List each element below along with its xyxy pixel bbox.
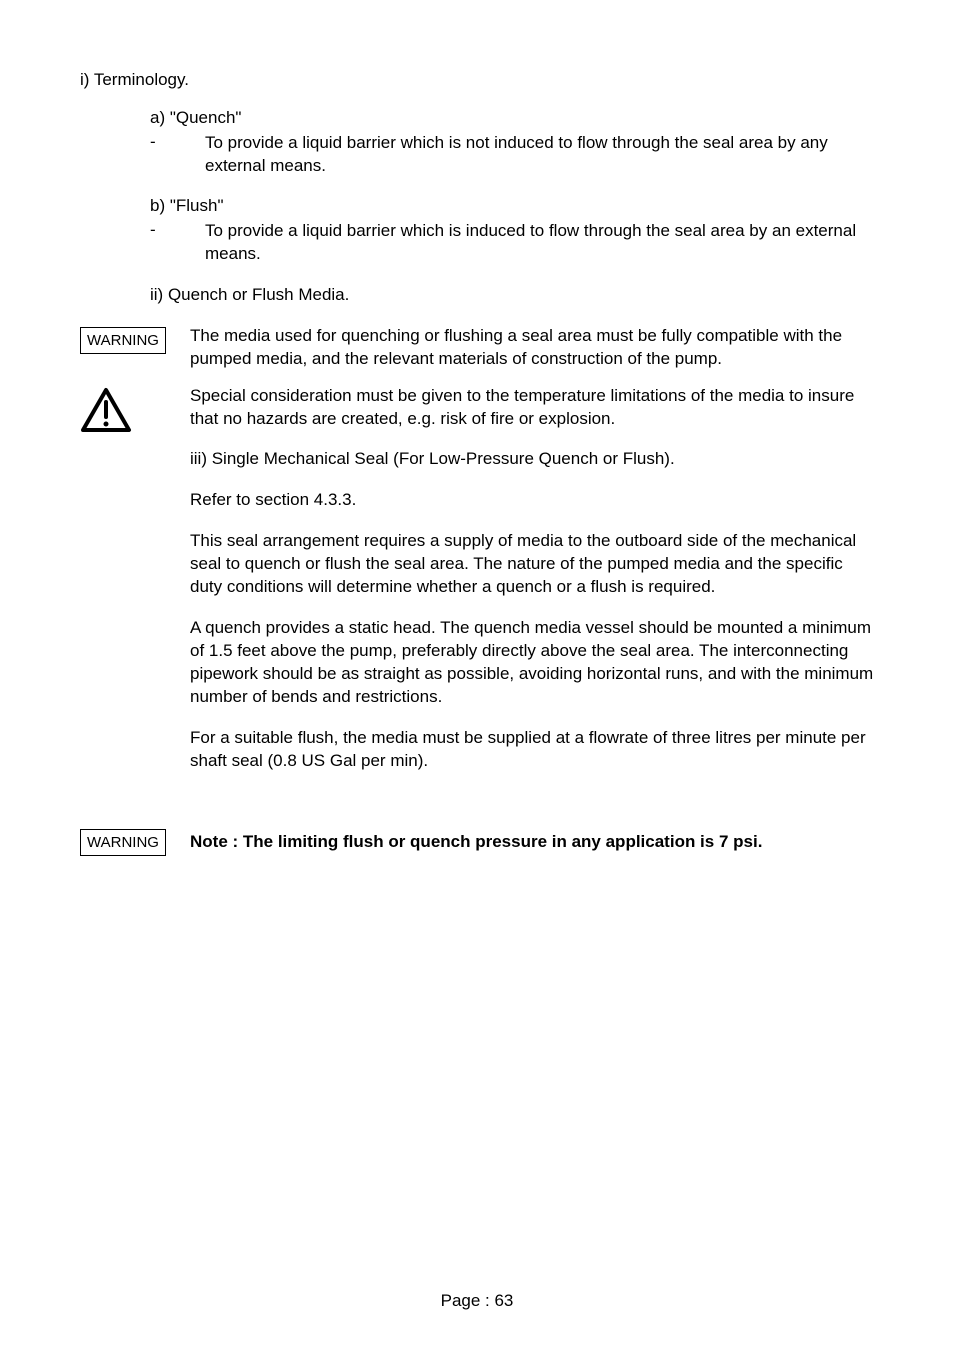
special-consideration-para: Special consideration must be given to t…	[190, 385, 874, 431]
suitable-flush-para: For a suitable flush, the media must be …	[190, 727, 874, 773]
warning-label-box: WARNING	[80, 829, 166, 856]
warning-label-box: WARNING	[80, 327, 166, 354]
quench-static-head-para: A quench provides a static head. The que…	[190, 617, 874, 709]
page-footer: Page : 63	[0, 1291, 954, 1311]
dash-marker: -	[150, 132, 205, 152]
terminology-heading: i) Terminology.	[80, 70, 874, 90]
quench-label: a) "Quench"	[150, 108, 874, 128]
single-mech-seal-heading: iii) Single Mechanical Seal (For Low-Pre…	[190, 448, 874, 471]
seal-arrangement-para: This seal arrangement requires a supply …	[190, 530, 874, 599]
flush-label: b) "Flush"	[150, 196, 874, 216]
flush-desc: To provide a liquid barrier which is ind…	[205, 220, 874, 266]
note-limiting: Note : The limiting flush or quench pres…	[190, 831, 874, 854]
warning-triangle-icon	[80, 387, 132, 433]
dash-marker: -	[150, 220, 205, 240]
media-compat-para: The media used for quenching or flushing…	[190, 325, 874, 371]
quench-flush-media-heading: ii) Quench or Flush Media.	[150, 284, 874, 307]
refer-section: Refer to section 4.3.3.	[190, 489, 874, 512]
quench-desc: To provide a liquid barrier which is not…	[205, 132, 874, 178]
